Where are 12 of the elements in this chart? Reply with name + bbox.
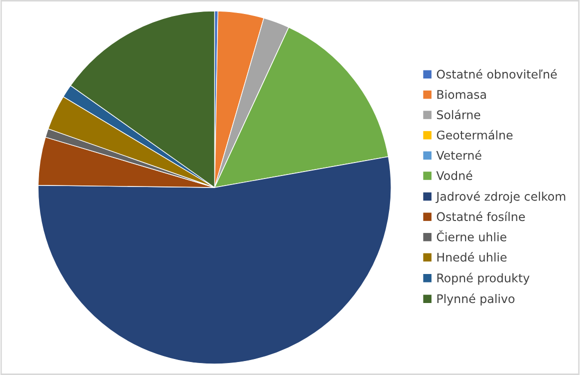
legend-label: Plynné palivo	[437, 294, 514, 306]
legend-label: Jadrové zdroje celkom	[436, 191, 566, 204]
legend-label: Veterné	[436, 150, 482, 160]
legend-label: Hnedé uhlie	[437, 252, 507, 262]
legend-label: Ostatné fosílne	[436, 212, 525, 222]
legend-label: Solárne	[436, 110, 480, 120]
legend-label: Ostatné obnoviteľné	[436, 69, 557, 79]
legend-label: Biomasa	[437, 90, 486, 99]
legend-label: Vodné	[436, 170, 472, 180]
legend-label: Geotermálne	[436, 130, 513, 140]
legend-label: Ropné produkty	[437, 272, 530, 285]
legend-label: Čierne uhlie	[436, 230, 506, 242]
